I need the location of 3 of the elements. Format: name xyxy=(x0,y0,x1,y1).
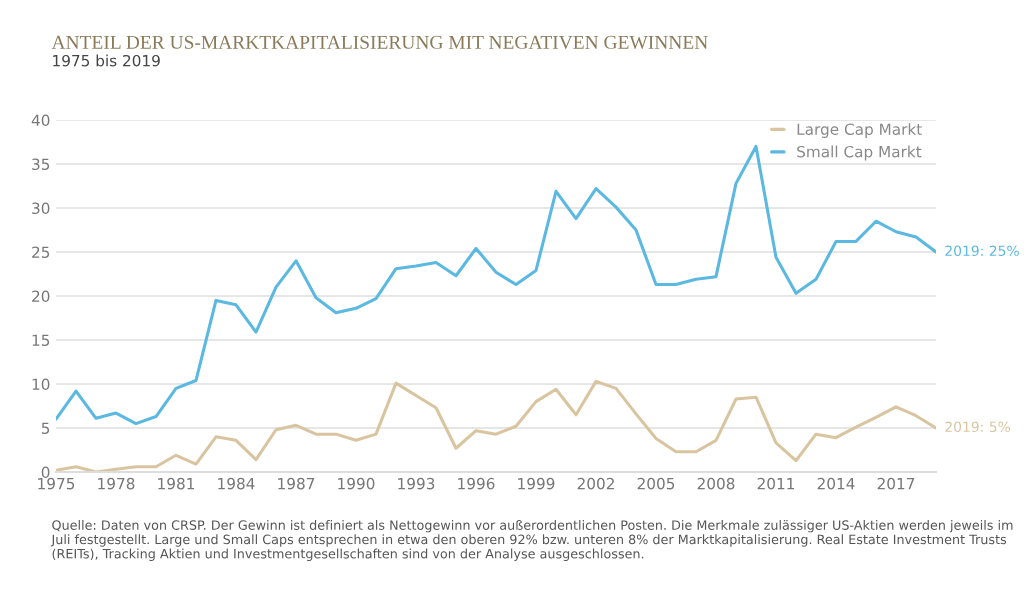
line-series xyxy=(56,379,936,472)
line-series xyxy=(56,144,936,426)
chart-title: ANTEIL DER US-MARKTKAPITALISIERUNG MIT NEGATIVEN GEWINNEN xyxy=(51,35,708,49)
